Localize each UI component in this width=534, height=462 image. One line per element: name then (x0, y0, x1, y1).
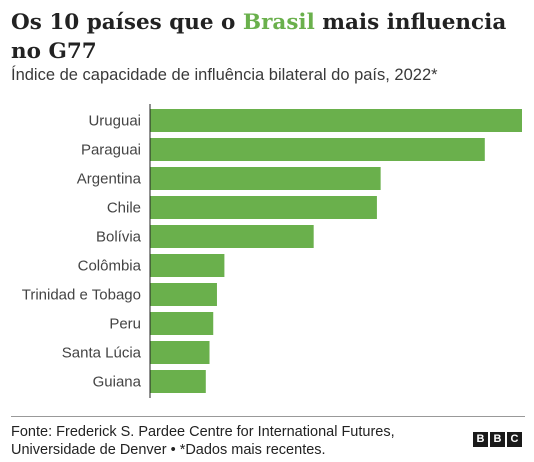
category-label-9: Guiana (93, 374, 142, 391)
source-note: Fonte: Frederick S. Pardee Centre for In… (11, 423, 395, 459)
bar-6 (150, 283, 217, 306)
chart-title: Os 10 países que o Brasil mais influenci… (11, 8, 526, 66)
bbc-logo: B B C (473, 432, 522, 447)
bars-group (150, 109, 522, 393)
title-suffix: mais influencia no G77 (11, 10, 507, 64)
title-prefix: Os 10 países que o (11, 10, 243, 35)
category-label-1: Paraguai (81, 142, 141, 159)
bar-2 (150, 167, 381, 190)
bar-1 (150, 138, 485, 161)
category-label-0: Uruguai (88, 113, 141, 130)
bbc-logo-letter-3: C (507, 432, 522, 447)
title-highlight: Brasil (242, 10, 315, 35)
bbc-logo-letter-2: B (490, 432, 505, 447)
bar-3 (150, 196, 377, 219)
bar-5 (150, 254, 225, 277)
category-label-3: Chile (107, 200, 141, 217)
bar-8 (150, 341, 210, 364)
bar-chart: Uruguai Paraguai Argentina Chile Bolívia Colô… (22, 104, 522, 398)
category-label-5: Colômbia (78, 258, 142, 275)
category-label-7: Peru (109, 316, 141, 333)
bar-9 (150, 370, 206, 393)
source-line-1: Fonte: Frederick S. Pardee Centre for In… (11, 424, 395, 440)
category-label-4: Bolívia (96, 229, 142, 246)
bar-0 (150, 109, 522, 132)
chart-subtitle: Índice de capacidade de influência bilat… (11, 66, 438, 84)
source-line-2: Universidade de Denver • *Dados mais rec… (11, 442, 326, 458)
bbc-logo-letter-1: B (473, 432, 488, 447)
footer-divider (11, 416, 525, 417)
category-label-2: Argentina (77, 171, 142, 188)
category-label-8: Santa Lúcia (62, 345, 142, 362)
bar-7 (150, 312, 214, 335)
labels-group: Uruguai Paraguai Argentina Chile Bolívia Colô… (22, 113, 142, 391)
category-label-6: Trinidad e Tobago (22, 287, 141, 304)
bar-4 (150, 225, 314, 248)
